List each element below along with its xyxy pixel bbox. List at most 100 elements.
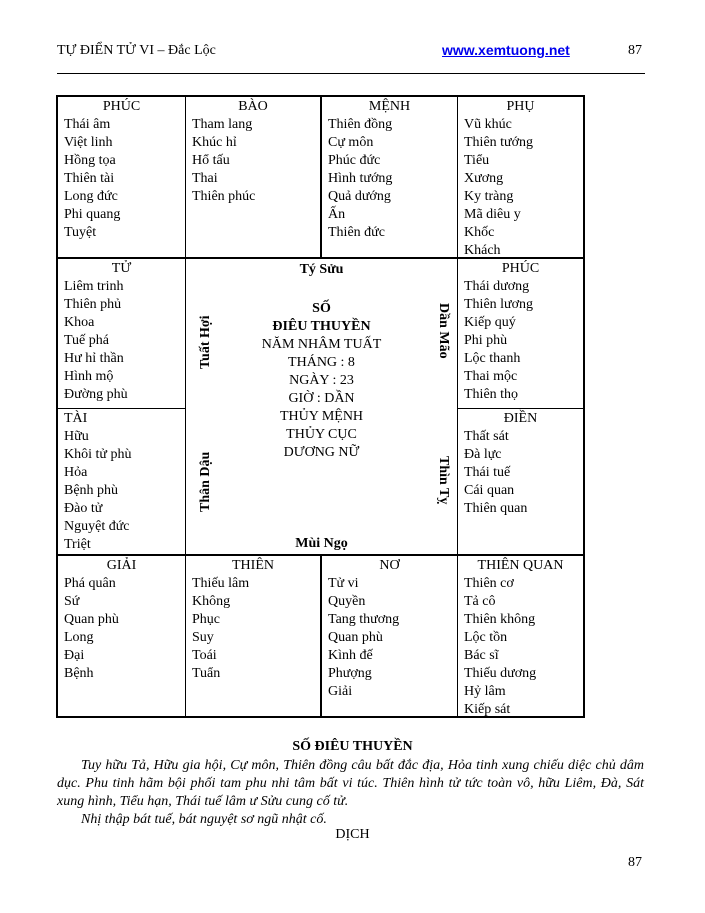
- palace-cell: PHÚC Thái dương Thiên lương Kiếp quý Phi phù…: [458, 259, 583, 409]
- center-name: ĐIÊU THUYỀN: [272, 319, 371, 334]
- star-item: Liêm trinh: [64, 279, 124, 294]
- palace-cell: NƠ Tử vi Quyền Tang thương Quan phù Kình đế Ph…: [322, 556, 458, 716]
- star-item: Mã diêu y: [464, 207, 521, 222]
- center-line: DƯƠNG NỮ: [283, 445, 360, 460]
- star-item: Phúc đức: [328, 153, 381, 168]
- star-item: Thái tuế: [464, 465, 511, 480]
- star-item: Hình mộ: [64, 369, 114, 384]
- star-item: Phá quân: [64, 576, 116, 591]
- palace-title: NƠ: [379, 558, 400, 573]
- palace-cell: TỬ Liêm trinh Thiên phủ Khoa Tuế phá Hư hỉ th…: [58, 259, 186, 409]
- running-header-title: TỰ ĐIỂN TỬ VI – Đắc Lộc: [57, 43, 216, 58]
- star-item: Thiếu lâm: [192, 576, 250, 591]
- side-label-right-bottom: Thìn Tỵ: [436, 456, 451, 505]
- star-item: Thiên thọ: [464, 387, 519, 402]
- star-item: Tuế phá: [64, 333, 109, 348]
- palace-title: ĐIỀN: [503, 411, 538, 426]
- star-item: Thai: [192, 171, 218, 186]
- star-item: Tả cô: [464, 594, 496, 609]
- star-item: Long đức: [64, 189, 118, 204]
- star-item: Thiên phúc: [192, 189, 256, 204]
- star-item: Cự môn: [328, 135, 374, 150]
- side-label-left-bottom: Thân Dậu: [198, 451, 213, 512]
- star-item: Khách: [464, 243, 501, 258]
- palace-cell: TÀI Hữu Khôi tử phù Hỏa Bệnh phù Đào tử Nguyệt…: [58, 409, 186, 556]
- star-item: Nguyệt đức: [64, 519, 130, 534]
- star-item: Quyền: [328, 594, 366, 609]
- star-item: Khôi tử phù: [64, 447, 132, 462]
- side-label-right-top: Dần Mão: [436, 303, 451, 359]
- center-line: THỦY CỤC: [286, 427, 357, 442]
- star-item: Thiếu dương: [464, 666, 537, 681]
- palace-title: BÀO: [238, 99, 268, 114]
- star-item: Phục: [192, 612, 220, 627]
- star-item: Kiếp sát: [464, 702, 511, 717]
- palace-cell: THIÊN Thiếu lâm Không Phục Suy Toái Tuẩn: [186, 556, 322, 716]
- star-item: Khoa: [64, 315, 95, 330]
- paragraph-2: Nhị thập bát tuế, bát nguyệt sơ ngũ nhật…: [81, 812, 327, 827]
- star-item: Phượng: [328, 666, 372, 681]
- star-item: Thái âm: [64, 117, 111, 132]
- star-item: Kình đế: [328, 648, 373, 663]
- star-item: Đào tử: [64, 501, 103, 516]
- star-item: Thất sát: [464, 429, 509, 444]
- palace-cell: PHỤ Vũ khúc Thiên tướng Tiểu Xương Ky tràng Mã…: [458, 97, 583, 259]
- star-item: Tử vi: [328, 576, 359, 591]
- palace-title: PHỤ: [506, 99, 535, 114]
- star-item: Tuyệt: [64, 225, 97, 240]
- star-item: Hổ tấu: [192, 153, 230, 168]
- star-item: Quả dướng: [328, 189, 391, 204]
- star-item: Không: [192, 594, 231, 609]
- palace-cell: ĐIỀN Thất sát Đà lực Thái tuế Cái quan Thiên …: [458, 409, 583, 556]
- star-item: Lộc tồn: [464, 630, 508, 645]
- palace-title: MỆNH: [368, 99, 411, 114]
- star-item: Thiên đức: [328, 225, 385, 240]
- center-line: THỦY MỆNH: [279, 409, 364, 424]
- center-line: GIỜ : DẦN: [288, 391, 355, 406]
- star-item: Thiên lương: [464, 297, 534, 312]
- palace-cell: BÀO Tham lang Khúc hỉ Hổ tấu Thai Thiên phúc: [186, 97, 322, 259]
- star-item: Bác sĩ: [464, 648, 499, 663]
- star-item: Long: [64, 630, 94, 645]
- chart-center: Tý Sửu SỐ ĐIÊU THUYỀN NĂM NHÂM TUẤT THÁNG : …: [186, 259, 458, 556]
- palace-title: TÀI: [64, 411, 88, 426]
- star-item: Sứ: [64, 594, 80, 609]
- center-bottom-label: Mùi Ngọ: [295, 536, 348, 551]
- center-so: SỐ: [312, 301, 331, 316]
- star-item: Thiên không: [464, 612, 536, 627]
- star-item: Đà lực: [464, 447, 502, 462]
- header-rule: [57, 73, 645, 74]
- star-item: Xương: [464, 171, 504, 186]
- header-page-number: 87: [628, 43, 642, 58]
- palace-cell: THIÊN QUAN Thiên cơ Tả cô Thiên không Lộc tồ…: [458, 556, 583, 717]
- center-line: THÁNG : 8: [288, 355, 355, 370]
- star-item: Triệt: [64, 537, 91, 552]
- star-item: Thiên phủ: [64, 297, 122, 312]
- star-item: Vũ khúc: [464, 117, 512, 132]
- palace-cell: PHÚC Thái âm Việt linh Hồng tọa Thiên tài Lon…: [58, 97, 186, 259]
- star-item: Quan phù: [64, 612, 119, 627]
- star-item: Hữu: [64, 429, 89, 444]
- star-item: Thiên tướng: [464, 135, 534, 150]
- paragraph-1: Tuy hữu Tả, Hữu gia hội, Cự môn, Thiên đ…: [57, 758, 644, 809]
- star-item: Hồng tọa: [64, 153, 116, 168]
- star-item: Tham lang: [192, 117, 253, 132]
- star-item: Khúc hỉ: [192, 135, 237, 150]
- palace-cell: MỆNH Thiên đồng Cự môn Phúc đức Hình tướng Qu…: [322, 97, 458, 259]
- star-item: Ky tràng: [464, 189, 514, 204]
- star-item: Giải: [328, 684, 353, 699]
- star-item: Toái: [192, 648, 217, 663]
- center-top-label: Tý Sửu: [299, 262, 344, 277]
- website-link[interactable]: www.xemtuong.net: [442, 42, 570, 58]
- star-item: Đường phù: [64, 387, 128, 402]
- palace-title: THIÊN: [232, 558, 274, 573]
- star-item: Thái dương: [464, 279, 530, 294]
- star-item: Hư hỉ thần: [64, 351, 124, 366]
- star-item: Phi phù: [464, 333, 508, 348]
- palace-title: PHÚC: [102, 99, 141, 114]
- center-line: NĂM NHÂM TUẤT: [261, 337, 382, 352]
- star-item: Thiên đồng: [328, 117, 393, 132]
- star-item: Tang thương: [328, 612, 400, 627]
- palace-title: GIẢI: [106, 558, 137, 573]
